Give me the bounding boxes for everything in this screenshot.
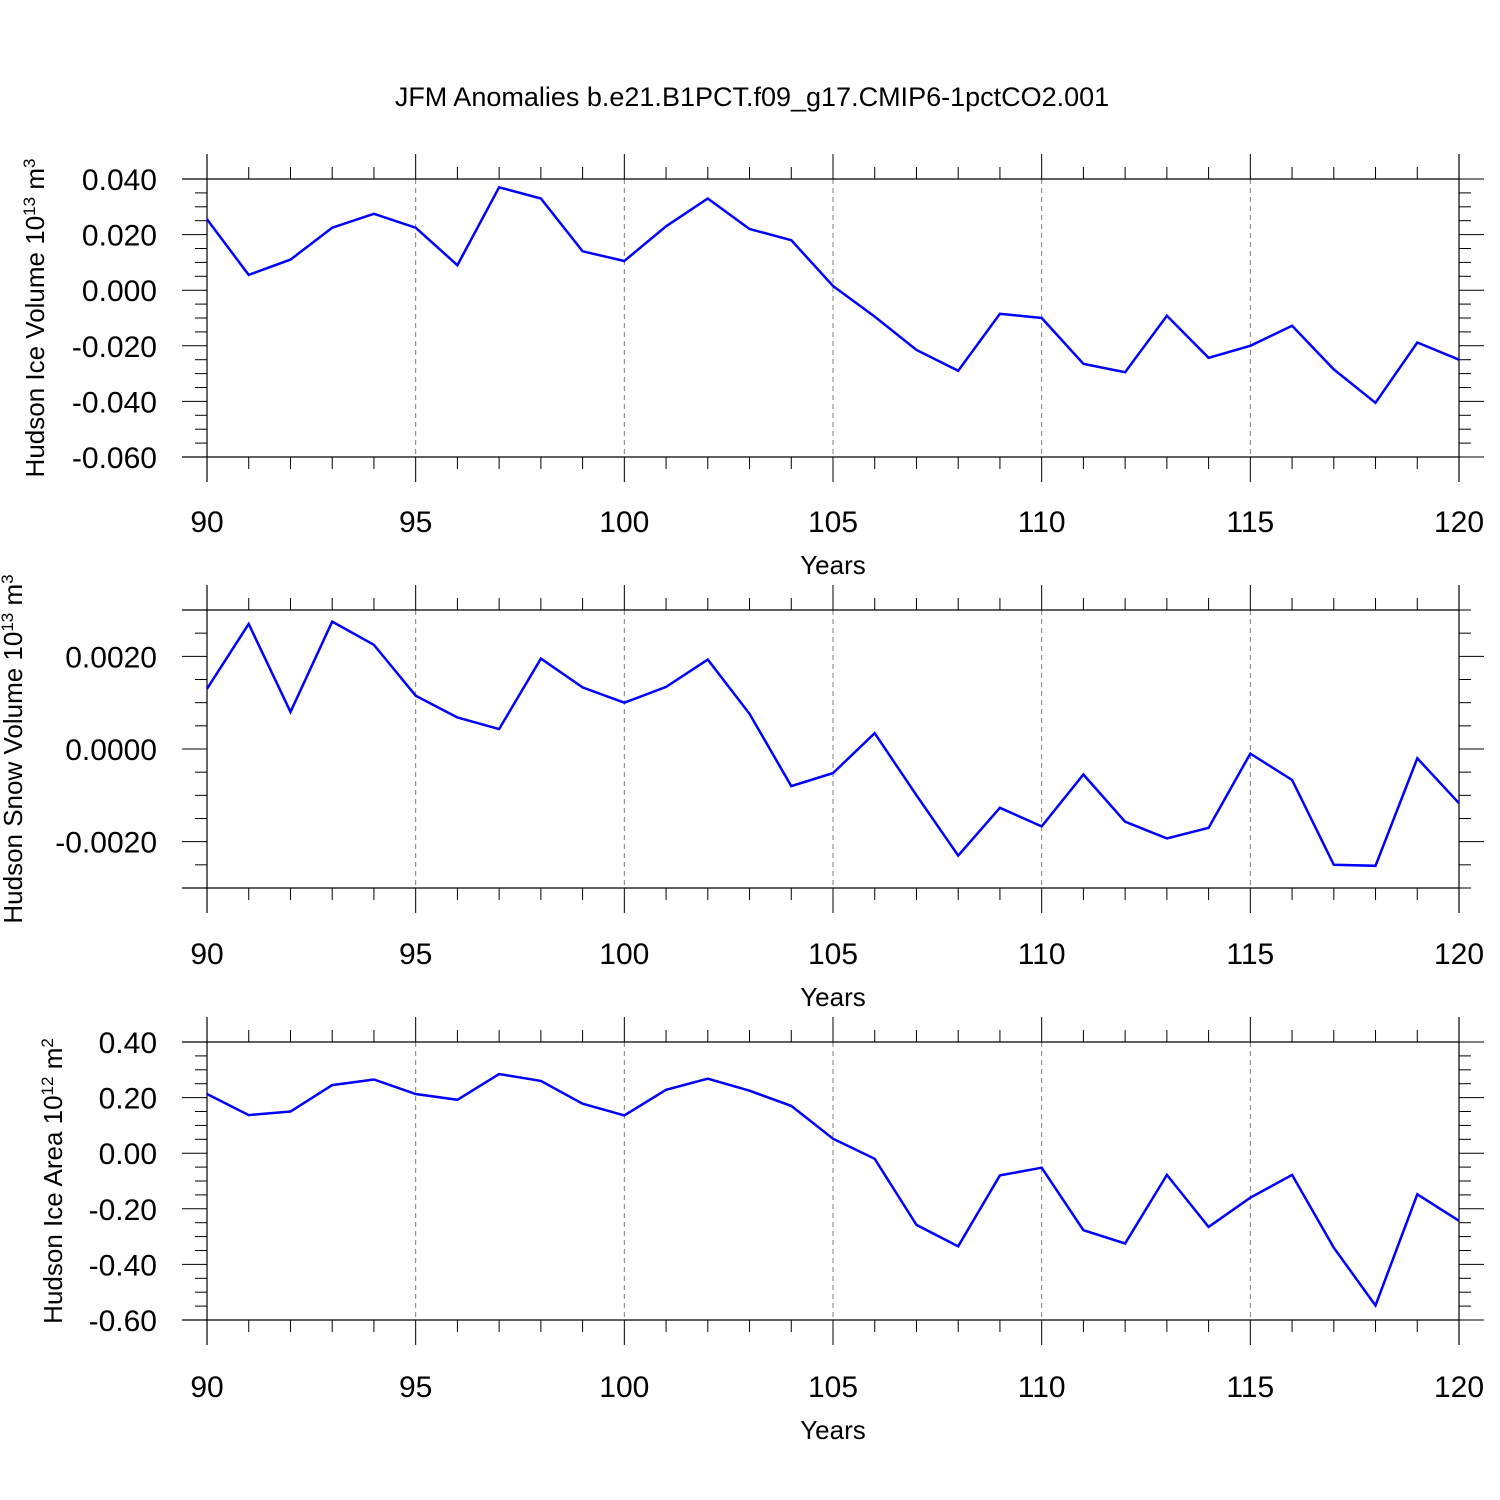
x-tick-label: 115 (1226, 938, 1274, 971)
y-tick-label: -0.060 (72, 442, 157, 475)
y-tick-label: -0.20 (89, 1194, 157, 1227)
x-axis-title: Years (800, 1415, 866, 1445)
x-tick-label: 120 (1434, 938, 1484, 971)
x-tick-label: 95 (399, 506, 432, 539)
x-tick-label: 115 (1226, 1371, 1274, 1404)
x-tick-label: 105 (808, 1371, 858, 1404)
y-axis-title-superscript: 13 (0, 613, 17, 632)
y-axis-title-superscript: 12 (38, 1077, 57, 1096)
y-axis-title: Hudson Snow Volume 1013 m3 (0, 574, 28, 923)
y-tick-label: -0.020 (72, 331, 157, 364)
y-axis-title-part: Hudson Ice Area 10 (38, 1095, 68, 1323)
x-tick-label: 115 (1226, 506, 1274, 539)
series-line (206, 1072, 1460, 1309)
y-tick-label: 0.040 (82, 164, 157, 197)
y-axis-title-superscript: 2 (38, 1038, 57, 1047)
x-tick-label: 90 (190, 938, 223, 971)
x-tick-label: 100 (599, 506, 649, 539)
y-axis-title: Hudson Ice Area 1012 m2 (38, 1038, 69, 1324)
y-tick-label: 0.0020 (65, 641, 157, 674)
y-axis-title-part: m (20, 168, 50, 197)
x-axis-title: Years (800, 550, 866, 580)
x-tick-label: 110 (1018, 1371, 1066, 1404)
x-tick-label: 95 (399, 938, 432, 971)
y-tick-label: -0.40 (89, 1249, 157, 1282)
y-tick-label: 0.00 (99, 1138, 157, 1171)
y-tick-label: 0.000 (82, 275, 157, 308)
y-axis-title-superscript: 13 (20, 197, 39, 216)
y-axis-title-part: Hudson Ice Volume 10 (20, 216, 50, 478)
x-tick-label: 105 (808, 506, 858, 539)
y-tick-label: -0.60 (89, 1305, 157, 1338)
y-tick-label: 0.0000 (65, 734, 157, 767)
series-line (205, 619, 1460, 868)
y-axis-title-part: m (38, 1048, 68, 1077)
y-tick-label: -0.040 (72, 386, 157, 419)
x-tick-label: 90 (190, 1371, 223, 1404)
panel-1: 90 95 100 105 110 115 120 -0.060 -0.040 -0.020 0.0… (20, 154, 1484, 580)
y-axis-title-superscript: 3 (0, 574, 17, 583)
chart-title: JFM Anomalies b.e21.B1PCT.f09_g17.CMIP6-… (395, 82, 1109, 112)
x-axis-title: Years (800, 982, 866, 1012)
y-tick-label: 0.020 (82, 220, 157, 253)
series-line (206, 185, 1460, 405)
y-axis-title-part: Hudson Snow Volume 10 (0, 632, 28, 924)
y-axis-title: Hudson Ice Volume 1013 m3 (20, 159, 51, 478)
y-tick-label: 0.20 (99, 1083, 157, 1116)
x-tick-label: 110 (1018, 938, 1066, 971)
y-tick-label: -0.0020 (55, 827, 157, 860)
panel-2: 90 95 100 105 110 115 120 -0.0020 0.0000 0.0020 Ye… (0, 574, 1484, 1012)
x-tick-label: 95 (399, 1371, 432, 1404)
y-tick-label: 0.40 (99, 1027, 157, 1060)
x-tick-label: 90 (190, 506, 223, 539)
x-tick-label: 110 (1018, 506, 1066, 539)
x-tick-label: 120 (1434, 1371, 1484, 1404)
x-tick-label: 120 (1434, 506, 1484, 539)
x-tick-label: 105 (808, 938, 858, 971)
x-tick-label: 100 (599, 1371, 649, 1404)
x-tick-label: 100 (599, 938, 649, 971)
panel-3: 90 95 100 105 110 115 120 -0.60 -0.40 -0.20 0.00 0.… (38, 1017, 1484, 1445)
y-axis-title-superscript: 3 (20, 159, 39, 168)
y-axis-title-part: m (0, 584, 28, 613)
